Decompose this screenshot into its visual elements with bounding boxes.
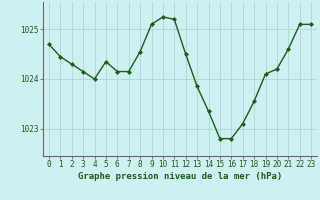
X-axis label: Graphe pression niveau de la mer (hPa): Graphe pression niveau de la mer (hPa)	[78, 172, 282, 181]
